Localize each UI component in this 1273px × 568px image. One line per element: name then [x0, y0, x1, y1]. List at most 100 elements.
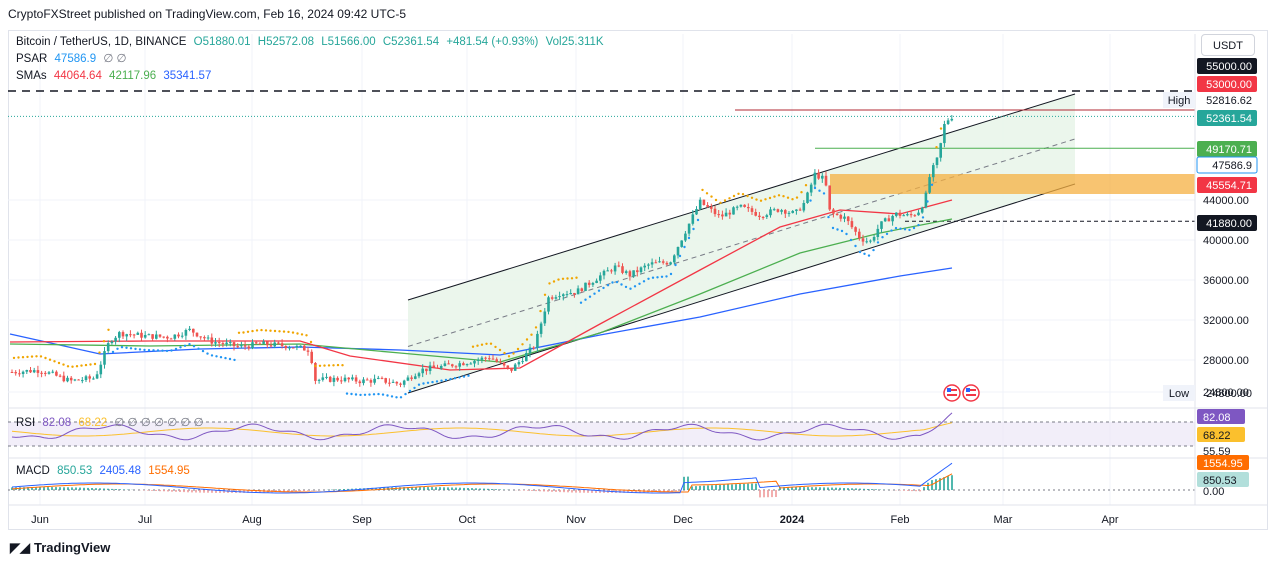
- macd-histogram-bar: [39, 487, 41, 490]
- psar-dot: [408, 389, 412, 393]
- candle-body: [443, 363, 447, 366]
- psar-dot: [291, 331, 295, 334]
- macd-histogram-bar: [787, 487, 789, 490]
- psar-dot: [606, 284, 610, 287]
- macd-histogram-bar: [219, 490, 221, 493]
- candle-body: [32, 370, 36, 373]
- macd-histogram-bar: [699, 485, 701, 490]
- candle-body: [25, 370, 29, 372]
- macd-histogram-bar: [547, 490, 549, 492]
- candle-body: [832, 209, 835, 214]
- psar-dot: [278, 330, 281, 333]
- psar-dot: [642, 280, 646, 283]
- psar-dot: [66, 365, 70, 368]
- candle-body: [580, 288, 584, 291]
- candle-body: [336, 377, 339, 381]
- macd-hist-value: 850.53: [57, 465, 93, 477]
- psar-dot: [147, 349, 151, 352]
- candle-body: [924, 192, 928, 208]
- candle-body: [835, 213, 839, 215]
- psar-dot: [53, 360, 56, 363]
- legend-rsi[interactable]: RSI 82.08 68.22 ∅ ∅ ∅ ∅ ∅ ∅ ∅: [16, 415, 208, 431]
- macd-histogram-bar: [251, 490, 253, 493]
- legend-macd[interactable]: MACD 850.53 2405.48 1554.95: [16, 463, 194, 479]
- sma-100-line: [9, 218, 953, 363]
- candle-body: [280, 343, 284, 346]
- candle-body: [647, 264, 650, 266]
- macd-histogram-bar: [379, 487, 381, 490]
- macd-histogram-bar: [59, 487, 61, 490]
- macd-histogram-bar: [707, 485, 709, 490]
- psar-dot: [836, 228, 839, 231]
- psar-dot: [849, 238, 853, 242]
- candle-body: [103, 351, 106, 365]
- us-flag-canton: [966, 388, 970, 392]
- macd-histogram-bar: [487, 488, 489, 490]
- time-label: Jul: [138, 514, 152, 526]
- macd-histogram-bar: [675, 490, 677, 492]
- candle-body: [155, 334, 158, 339]
- macd-histogram-bar: [159, 490, 161, 492]
- macd-histogram-bar: [83, 487, 85, 490]
- currency-button[interactable]: USDT: [1201, 34, 1255, 56]
- psar-dot: [165, 349, 169, 353]
- sma1-value: 44064.64: [53, 70, 102, 82]
- candle-body: [772, 209, 776, 211]
- legend-psar[interactable]: PSAR 47586.9 ∅ ∅: [16, 51, 131, 67]
- psar-dot: [764, 198, 767, 201]
- macd-histogram-bar: [815, 487, 817, 490]
- psar-dot: [462, 375, 466, 378]
- candle-body: [735, 206, 739, 208]
- macd-histogram-bar: [411, 487, 413, 490]
- psar-dot: [399, 396, 403, 399]
- candle-body: [595, 280, 598, 283]
- candle-body: [343, 377, 347, 382]
- macd-histogram-bar: [599, 490, 601, 493]
- psar-dot: [62, 363, 65, 366]
- candle-body: [436, 367, 439, 369]
- macd-tag-bg: [1197, 472, 1249, 487]
- macd-histogram-bar: [571, 490, 573, 493]
- candle-body: [650, 262, 654, 265]
- psar-dot: [881, 236, 884, 239]
- candle-body: [858, 231, 861, 239]
- psar-dot: [206, 352, 209, 355]
- candle-body: [221, 343, 225, 345]
- candle-body: [769, 209, 772, 216]
- symbol-name[interactable]: Bitcoin / TetherUS, 1D, BINANCE: [16, 36, 187, 48]
- candle-body: [661, 261, 665, 263]
- price-tag-bg: [1197, 58, 1257, 74]
- candle-body: [817, 172, 820, 179]
- candle-body: [721, 214, 724, 217]
- price-tag-bg: [1197, 110, 1257, 126]
- psar-dot: [737, 192, 740, 195]
- candle-body: [795, 209, 798, 211]
- candle-body: [695, 209, 698, 215]
- psar-dot: [557, 278, 560, 281]
- candle-body: [780, 210, 783, 212]
- candle-body: [373, 378, 376, 383]
- candle-body: [351, 377, 354, 380]
- psar-dot: [494, 345, 497, 349]
- macd-histogram-bar: [371, 487, 373, 490]
- psar-dot: [791, 198, 794, 201]
- psar-dot: [489, 342, 493, 345]
- psar-dot: [759, 199, 763, 202]
- candle-body: [388, 382, 391, 384]
- legend-sma[interactable]: SMAs 44064.64 42117.96 35341.57: [16, 68, 215, 84]
- psar-dot: [611, 281, 614, 284]
- candle-body: [340, 380, 343, 382]
- macd-histogram-bar: [447, 487, 449, 490]
- macd-line-value: 2405.48: [99, 465, 142, 477]
- footer-brand[interactable]: ◤◢ TradingView: [10, 540, 110, 556]
- psar-dot: [305, 334, 308, 337]
- macd-histogram-bar: [255, 490, 257, 493]
- macd-histogram-bar: [811, 487, 813, 490]
- macd-histogram-bar: [923, 487, 925, 490]
- macd-histogram-bar: [679, 490, 681, 491]
- candle-body: [69, 377, 73, 381]
- candle-body: [658, 261, 661, 263]
- channel-upper-line: [407, 93, 1076, 301]
- macd-histogram-bar: [339, 489, 341, 490]
